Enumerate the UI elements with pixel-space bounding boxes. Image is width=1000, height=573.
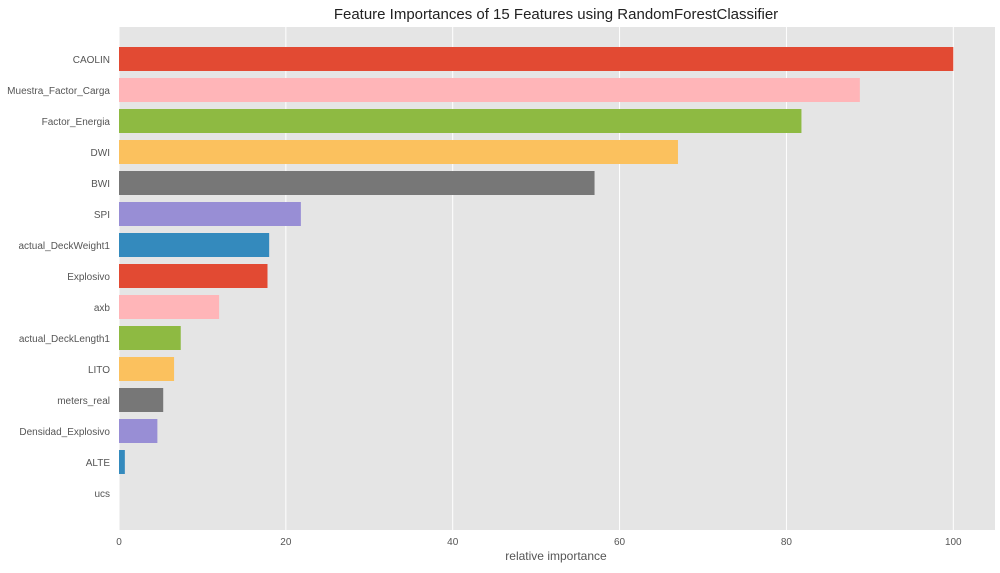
category-label: ucs (94, 489, 110, 500)
bar-meters-real (119, 388, 164, 412)
x-tick-label: 80 (781, 537, 793, 548)
x-tick-label: 100 (945, 537, 962, 548)
bar-bwi (119, 171, 595, 195)
bar-lito (119, 357, 175, 381)
bar-densidad-explosivo (119, 419, 158, 443)
category-label: DWI (91, 148, 110, 159)
x-tick-label: 0 (116, 537, 122, 548)
x-tick-label: 20 (280, 537, 292, 548)
category-label: LITO (88, 365, 110, 376)
category-label: ALTE (86, 458, 111, 469)
bar-axb (119, 295, 220, 319)
x-axis-label: relative importance (505, 549, 607, 563)
category-label: CAOLIN (73, 55, 110, 66)
bar-actual-deckweight1 (119, 233, 270, 257)
bar-alte (119, 450, 125, 474)
bars (119, 47, 954, 474)
category-label: actual_DeckWeight1 (18, 241, 110, 252)
category-label: Muestra_Factor_Carga (7, 86, 110, 97)
category-label: SPI (94, 210, 110, 221)
category-label: actual_DeckLength1 (19, 334, 111, 345)
x-tick-label: 60 (614, 537, 626, 548)
bar-caolin (119, 47, 954, 71)
category-label: Factor_Energia (42, 117, 111, 128)
category-label: axb (94, 303, 111, 314)
bar-explosivo (119, 264, 268, 288)
category-label: meters_real (57, 396, 110, 407)
chart-title: Feature Importances of 15 Features using… (334, 6, 778, 23)
category-label: Explosivo (67, 272, 110, 283)
bar-actual-decklength1 (119, 326, 181, 350)
category-labels: CAOLIN Muestra_Factor_Carga Factor_Energia… (7, 55, 110, 500)
bar-spi (119, 202, 301, 226)
bar-factor-energia (119, 109, 802, 133)
bar-dwi (119, 140, 678, 164)
x-tick-label: 40 (447, 537, 459, 548)
bar-muestra-factor-carga (119, 78, 860, 102)
category-label: BWI (91, 179, 110, 190)
category-label: Densidad_Explosivo (19, 427, 110, 438)
x-tick-labels: 0 20 40 60 80 100 (116, 537, 962, 548)
